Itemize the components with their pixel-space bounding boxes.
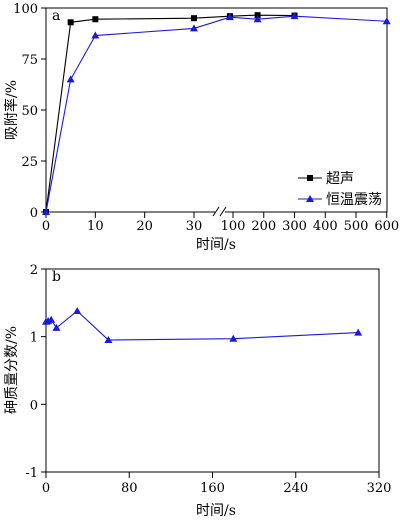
x-axis-label-a: 时间/s	[196, 237, 236, 253]
legend: 超声 恒温震荡	[298, 171, 382, 208]
data-point-a-1	[190, 24, 198, 32]
x-tick-label-a: 10	[87, 219, 104, 234]
data-point-b-0	[73, 306, 82, 314]
data-point-a-1	[290, 12, 299, 20]
y-axis-a: 0 25 50 75 100	[13, 2, 46, 221]
data-point-a-1	[91, 31, 100, 39]
x-tick-label-a: 0	[42, 219, 50, 234]
data-point-a-0	[191, 15, 197, 22]
series-line-b-0	[45, 310, 359, 341]
series-line-a-0	[45, 14, 295, 213]
data-point-a-0	[92, 16, 99, 23]
data-point-a-1	[382, 17, 391, 25]
series-line-a-1	[45, 15, 387, 213]
y-tick-label-a: 75	[21, 53, 38, 68]
x-tick-label-a: 400	[313, 219, 338, 234]
data-point-a-1	[225, 13, 234, 21]
y-tick-label-b: 0	[30, 398, 38, 413]
data-point-b-0	[47, 315, 56, 323]
x-axis-b: 0 80 160 240 320	[42, 472, 392, 496]
y-axis-label-b: 砷质量分数/%	[4, 326, 20, 414]
y-tick-label-a: 100	[13, 2, 38, 17]
y-tick-label-b: 1	[30, 331, 38, 346]
axis-break	[212, 206, 227, 217]
series-group-a	[42, 12, 391, 215]
data-point-b-0	[229, 334, 238, 342]
x-axis-a: 0 10 20 30 100 200 300 400 500 600	[42, 212, 399, 234]
data-point-a-1	[253, 15, 262, 23]
svg-text:超声: 超声	[326, 171, 354, 187]
x-tick-label-a: 200	[251, 219, 276, 234]
x-tick-label-a: 30	[186, 219, 203, 234]
legend-item-shaking: 恒温震荡	[298, 192, 382, 208]
x-tick-label-a: 300	[282, 219, 307, 234]
series-group-b	[42, 306, 363, 344]
y-tick-label-a: 25	[21, 155, 38, 170]
x-tick-label-b: 0	[42, 481, 50, 496]
x-tick-label-a: 100	[221, 219, 246, 234]
data-point-b-0	[52, 323, 61, 331]
data-point-a-1	[66, 75, 75, 83]
x-tick-label-b: 80	[121, 481, 138, 496]
data-point-a-1	[42, 208, 50, 215]
x-tick-label-b: 320	[367, 481, 392, 496]
panel-label-a: a	[52, 8, 60, 24]
svg-text:恒温震荡: 恒温震荡	[326, 192, 382, 208]
y-axis-b: -1 0 1 2	[25, 263, 46, 481]
x-tick-label-b: 160	[200, 481, 225, 496]
x-tick-label-a: 600	[374, 219, 399, 234]
x-tick-label-a: 500	[344, 219, 369, 234]
panel-label-b: b	[52, 269, 61, 285]
y-tick-label-a: 0	[30, 206, 38, 221]
y-tick-label-a: 50	[21, 104, 38, 119]
data-point-a-0	[254, 12, 261, 19]
y-tick-label-b: -1	[25, 466, 38, 481]
chart-panel-a: 0 25 50 75 100 0 10 20 30 100 200 300 400 500 600 a 时…	[3, 2, 399, 253]
data-point-a-0	[67, 19, 74, 26]
legend-item-ultrasound: 超声	[298, 171, 354, 187]
y-tick-label-b: 2	[30, 263, 38, 278]
plot-frame-b	[45, 268, 380, 473]
y-axis-label-a: 吸附率/%	[3, 80, 20, 140]
x-tick-label-b: 240	[283, 481, 308, 496]
x-tick-label-a: 20	[136, 219, 153, 234]
x-axis-label-b: 时间/s	[196, 503, 236, 519]
data-point-b-0	[354, 328, 363, 336]
chart-panel-b: -1 0 1 2 0 80 160 240 320 b 时间/s 砷质量分数/%	[4, 263, 391, 519]
data-point-b-0	[104, 336, 113, 344]
